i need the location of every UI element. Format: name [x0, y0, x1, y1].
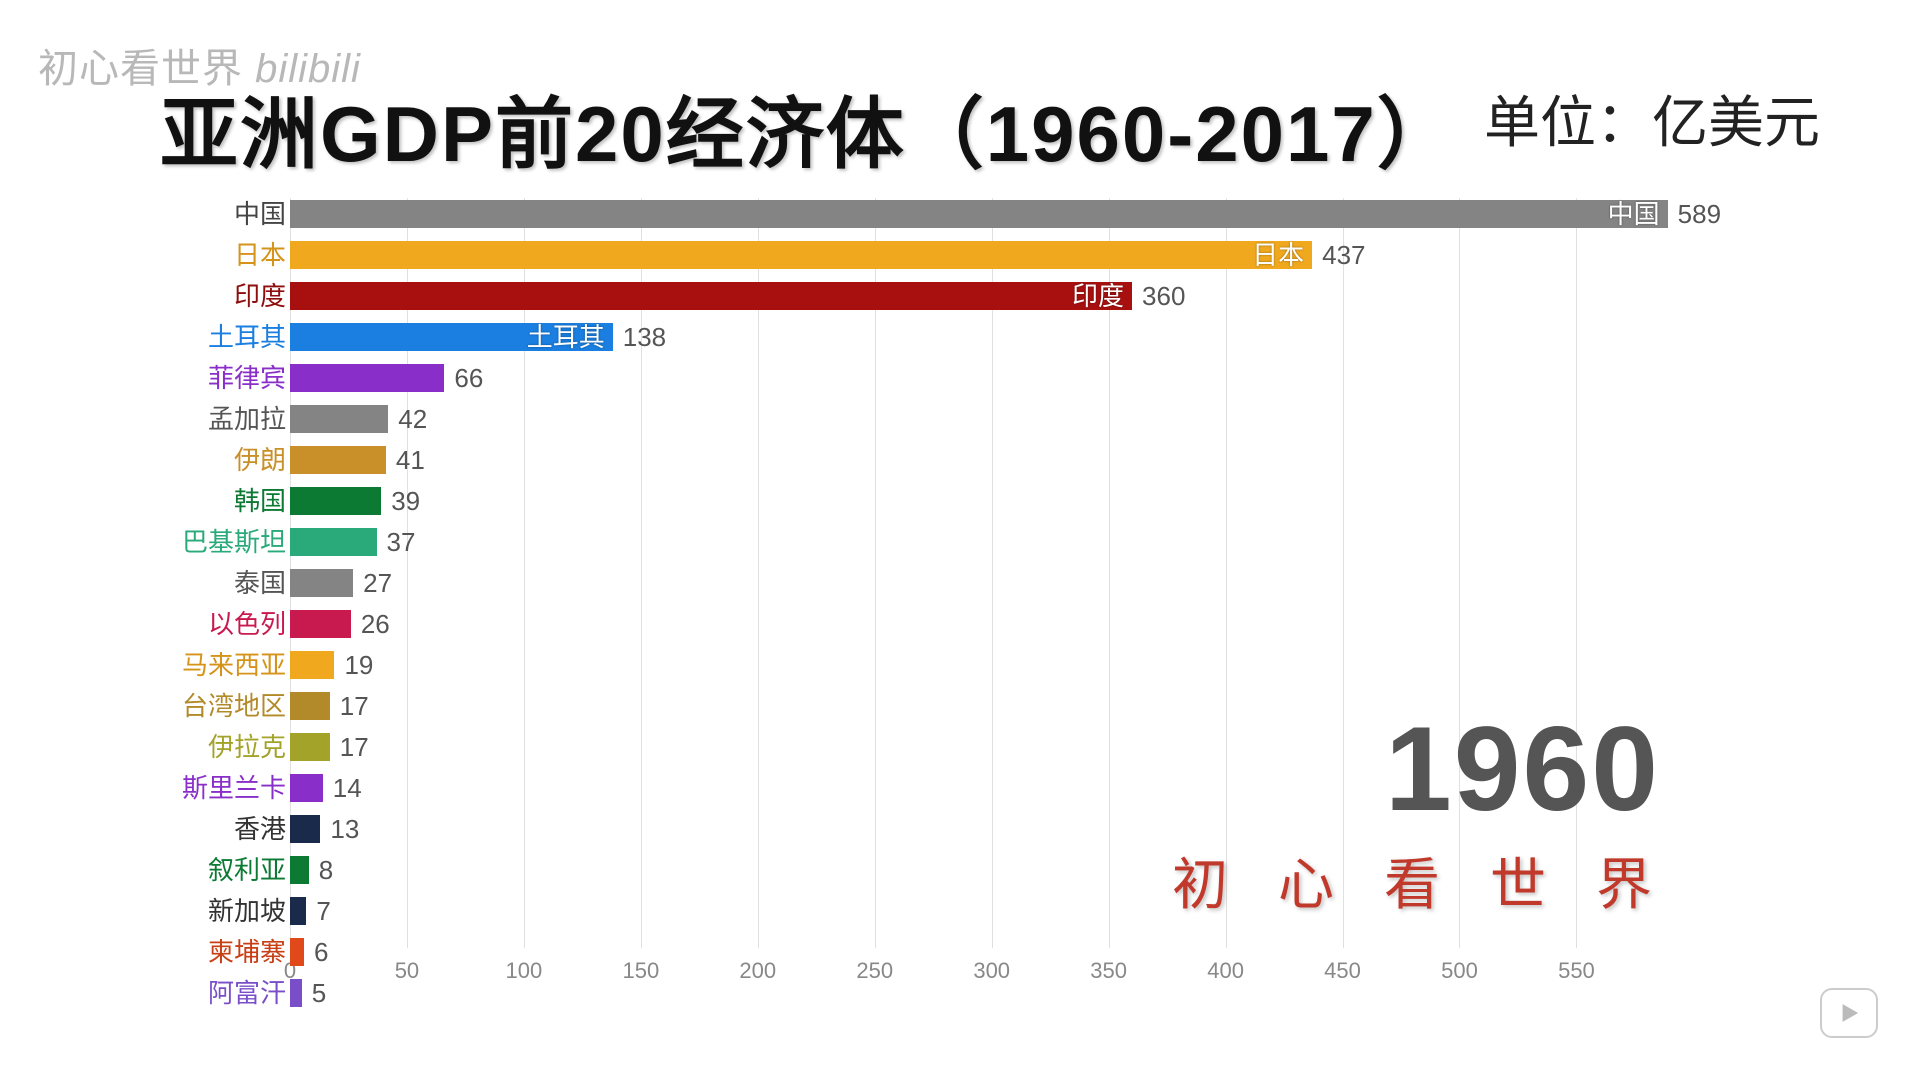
bar	[290, 651, 334, 679]
bar-label: 斯里兰卡	[182, 772, 286, 804]
bar-label: 孟加拉	[208, 403, 286, 435]
bar-value: 437	[1322, 239, 1365, 271]
bar-label: 以色列	[208, 608, 286, 640]
bar-value: 8	[319, 854, 333, 886]
bar-value: 37	[387, 526, 416, 558]
bar-label: 阿富汗	[208, 977, 286, 1009]
bar-row: 土耳其土耳其138	[290, 321, 1670, 353]
bar-value: 19	[344, 649, 373, 681]
bar-value: 360	[1142, 280, 1185, 312]
author-signature: 初 心 看 世 界	[1172, 840, 1670, 921]
bar-label: 土耳其	[208, 321, 286, 353]
bar-row: 印度印度360	[290, 280, 1670, 312]
bar	[290, 282, 1132, 310]
year-indicator: 1960	[1385, 700, 1660, 838]
bar-value: 14	[333, 772, 362, 804]
bar-label: 韩国	[234, 485, 286, 517]
bar-label: 新加坡	[208, 895, 286, 927]
bar-label: 伊朗	[234, 444, 286, 476]
bar-value: 26	[361, 608, 390, 640]
bar-value: 17	[340, 690, 369, 722]
bar-row: 以色列26	[290, 608, 1670, 640]
bar-label: 马来西亚	[182, 649, 286, 681]
bar-value: 138	[623, 321, 666, 353]
bar-value: 13	[330, 813, 359, 845]
bar	[290, 856, 309, 884]
bar-row: 伊朗41	[290, 444, 1670, 476]
bar-value: 589	[1678, 198, 1721, 230]
bar	[290, 610, 351, 638]
bar	[290, 364, 444, 392]
play-icon[interactable]	[1820, 988, 1878, 1038]
bar-row: 日本日本437	[290, 239, 1670, 271]
bar	[290, 815, 320, 843]
bar-value: 6	[314, 936, 328, 968]
bar	[290, 692, 330, 720]
bar-end-label: 中国	[1608, 198, 1660, 230]
bar-end-label: 印度	[1072, 280, 1124, 312]
bar-value: 66	[454, 362, 483, 394]
bar-value: 17	[340, 731, 369, 763]
unit-label: 单位：亿美元	[1484, 78, 1820, 159]
bar-row: 巴基斯坦37	[290, 526, 1670, 558]
chart-frame: 初心看世界 bilibili 亚洲GDP前20经济体（1960-2017） 单位…	[0, 0, 1920, 1080]
bar	[290, 569, 353, 597]
chart-title: 亚洲GDP前20经济体（1960-2017）	[160, 90, 1457, 178]
bar	[290, 733, 330, 761]
bar-label: 巴基斯坦	[182, 526, 286, 558]
bar-row: 中国中国589	[290, 198, 1670, 230]
bar-value: 42	[398, 403, 427, 435]
bar	[290, 241, 1312, 269]
bar-value: 39	[391, 485, 420, 517]
bar-row: 阿富汗5	[290, 977, 1670, 1009]
bar-row: 菲律宾66	[290, 362, 1670, 394]
bar-value: 27	[363, 567, 392, 599]
bar-value: 7	[316, 895, 330, 927]
bar	[290, 528, 377, 556]
bar-label: 印度	[234, 280, 286, 312]
bar-label: 叙利亚	[208, 854, 286, 886]
bar	[290, 979, 302, 1007]
bar-row: 马来西亚19	[290, 649, 1670, 681]
bar	[290, 200, 1668, 228]
bar-label: 泰国	[234, 567, 286, 599]
bar-row: 泰国27	[290, 567, 1670, 599]
bar-label: 台湾地区	[182, 690, 286, 722]
bar-row: 孟加拉42	[290, 403, 1670, 435]
bar-value: 5	[312, 977, 326, 1009]
bar	[290, 487, 381, 515]
bar	[290, 774, 323, 802]
bar	[290, 897, 306, 925]
bar-row: 韩国39	[290, 485, 1670, 517]
bar	[290, 405, 388, 433]
bar-label: 柬埔寨	[208, 936, 286, 968]
bar-end-label: 土耳其	[527, 321, 605, 353]
bar	[290, 446, 386, 474]
bar-label: 日本	[234, 239, 286, 271]
bar-row: 柬埔寨6	[290, 936, 1670, 968]
bar-label: 菲律宾	[208, 362, 286, 394]
bar-end-label: 日本	[1252, 239, 1304, 271]
bar	[290, 938, 304, 966]
bar-label: 香港	[234, 813, 286, 845]
title-row: 亚洲GDP前20经济体（1960-2017） 单位：亿美元	[160, 72, 1860, 162]
bar-label: 中国	[234, 198, 286, 230]
bar-label: 伊拉克	[208, 731, 286, 763]
bar-value: 41	[396, 444, 425, 476]
